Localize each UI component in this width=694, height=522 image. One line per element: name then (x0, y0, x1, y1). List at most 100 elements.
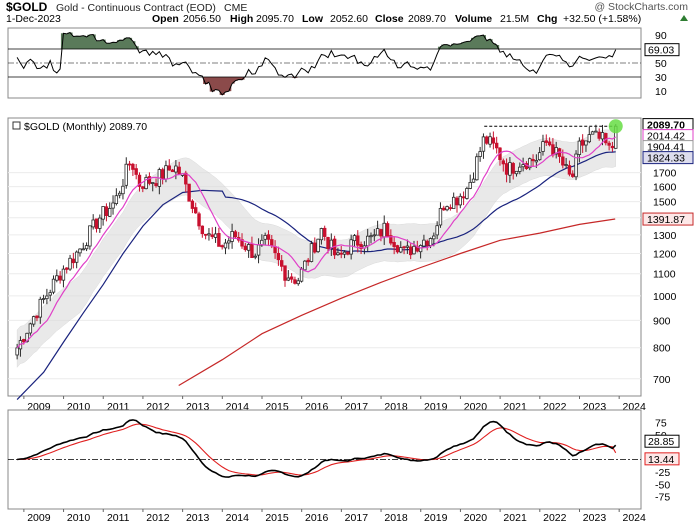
candle-body (276, 252, 281, 261)
candle-body (289, 276, 294, 280)
candle-body (428, 238, 433, 246)
symbol-title: $GOLD (6, 0, 48, 14)
rsi-tick-label: 10 (655, 86, 667, 98)
candle-body (61, 268, 66, 281)
rsi-overbought-fill (451, 43, 457, 49)
rsi-oversold-fill (203, 77, 209, 85)
candle-body (465, 188, 469, 199)
rsi-oversold-fill (232, 77, 238, 81)
close-highlight (608, 119, 623, 134)
year-label: 2023 (583, 512, 607, 522)
candle-body (567, 165, 572, 175)
candle-body (253, 255, 257, 258)
candle-body (584, 140, 588, 146)
candle-body (336, 252, 340, 256)
rsi-overbought-fill (77, 36, 83, 49)
candle-body (88, 225, 92, 247)
candle-body (213, 233, 218, 238)
macd-value-box (644, 434, 680, 448)
price-value-label: 2014.42 (647, 131, 685, 143)
low-label: Low (302, 13, 324, 25)
candle-body (571, 173, 575, 177)
price-value-label: 1904.41 (647, 142, 685, 154)
price-value-box (642, 212, 694, 226)
candle-body (461, 196, 466, 199)
candle-body (399, 247, 403, 253)
candle-body (94, 218, 99, 229)
price-tick-label: 1000 (653, 291, 677, 303)
rsi-overbought-fill (127, 37, 133, 49)
candle-body (154, 183, 158, 187)
candle-body (131, 163, 135, 170)
year-label: 2020 (464, 512, 488, 522)
year-label: 2015 (265, 512, 289, 522)
candle-body (170, 169, 175, 173)
rsi-overbought-fill (103, 43, 109, 49)
year-label: 2009 (27, 512, 51, 522)
candle-body (223, 242, 228, 249)
candle-body (468, 182, 472, 189)
candle-body (349, 239, 353, 255)
rsi-overbought-fill (457, 43, 463, 49)
candle-body (58, 275, 62, 281)
candle-body (197, 213, 201, 227)
up-arrow-icon (680, 15, 688, 21)
candle-body (286, 277, 291, 281)
candle-body (243, 245, 248, 251)
candle-body (141, 186, 145, 189)
square-icon (12, 121, 21, 130)
rsi-overbought-fill (447, 46, 453, 49)
rsi-overbought-fill (74, 36, 80, 49)
rsi-overbought-fill (110, 42, 116, 49)
high-label: High (230, 13, 253, 25)
candle-body (501, 160, 505, 165)
candle-body (306, 259, 310, 263)
candle-body (137, 174, 142, 187)
candle-body (190, 200, 195, 209)
candle-body (352, 235, 357, 242)
rsi-overbought-fill (60, 33, 66, 49)
year-label: 2014 (226, 512, 250, 522)
candle-body (528, 158, 532, 169)
rsi-oversold-fill (239, 77, 245, 80)
candle-body (55, 275, 59, 281)
candle-body (372, 234, 377, 237)
candle-body (521, 164, 525, 168)
candle-body (309, 243, 314, 262)
candle-body (121, 185, 125, 195)
year-label: 2016 (305, 512, 329, 522)
candle-body (266, 234, 271, 240)
price-panel (7, 117, 642, 401)
candle-body (147, 176, 152, 184)
candle-body (134, 168, 138, 175)
rsi-overbought-fill (117, 40, 123, 49)
candle-body (144, 177, 148, 190)
candle-body (127, 163, 132, 166)
candle-body (481, 136, 486, 152)
macd-signal-line (17, 423, 617, 476)
close-value: 2089.70 (408, 13, 446, 25)
candle-body (597, 131, 601, 139)
candle-body (230, 231, 234, 242)
candle-body (313, 242, 317, 253)
rsi-overbought-fill (64, 33, 70, 49)
macd-value-label: 28.85 (648, 436, 674, 448)
price-tick-label: 1100 (653, 269, 676, 281)
candle-body (25, 332, 29, 342)
candle-body (395, 245, 400, 253)
candle-body (339, 252, 343, 255)
rsi-overbought-fill (467, 41, 473, 49)
open-value: 2056.50 (183, 13, 221, 25)
rsi-overbought-fill (97, 40, 103, 49)
macd-tick-label: 75 (655, 417, 667, 429)
rsi-overbought-fill (70, 36, 76, 49)
candle-body (164, 165, 168, 180)
low-value: 2052.60 (330, 13, 368, 25)
candle-body (220, 245, 224, 248)
rsi-value-label: 69.03 (648, 45, 674, 57)
candle-body (494, 142, 499, 149)
macd-tick-label: -25 (655, 467, 670, 479)
rsi-line (16, 31, 617, 96)
candle-body (78, 248, 82, 254)
rsi-oversold-fill (226, 77, 232, 92)
